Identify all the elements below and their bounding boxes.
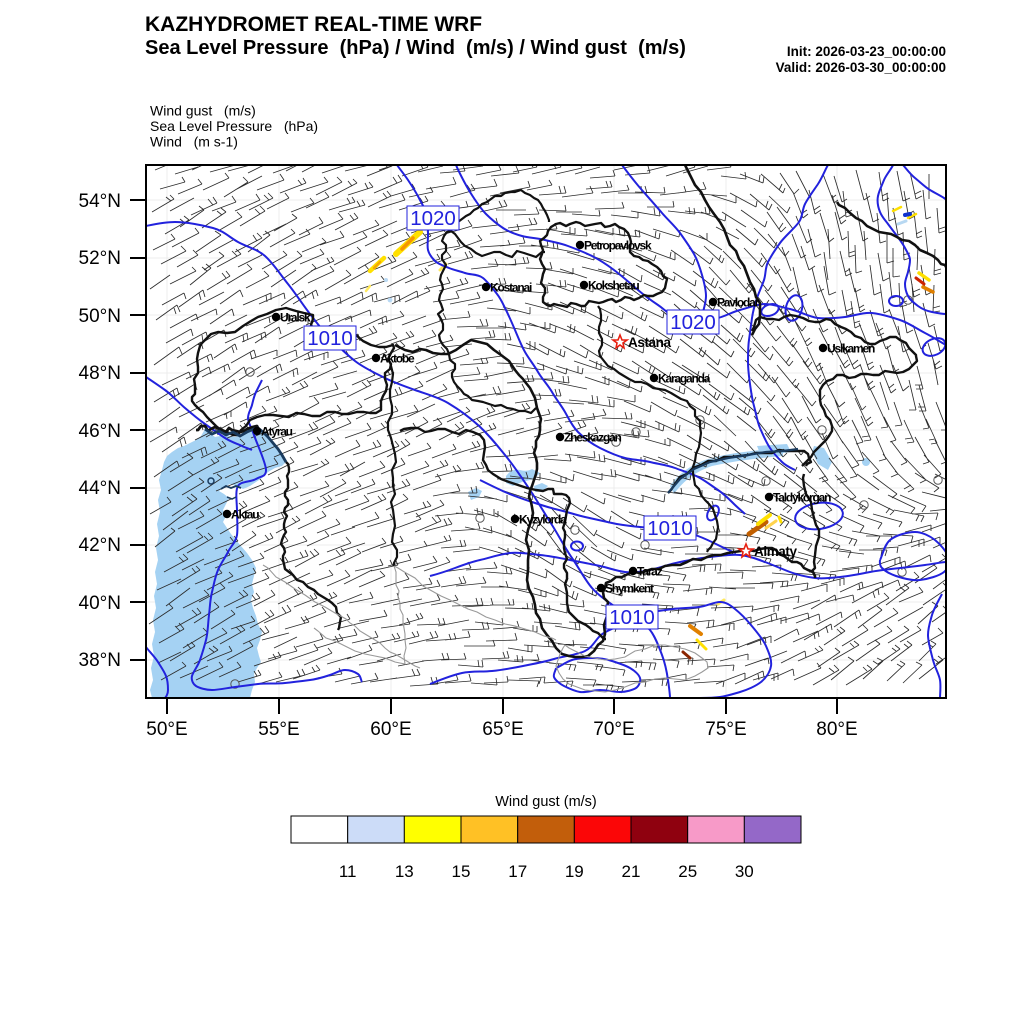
svg-text:KAZHYDROMET REAL-TIME WRF: KAZHYDROMET REAL-TIME WRF bbox=[145, 13, 482, 36]
svg-text:Pavlodar: Pavlodar bbox=[717, 296, 760, 310]
svg-text:Uslkamen: Uslkamen bbox=[827, 342, 875, 356]
svg-text:19: 19 bbox=[565, 862, 584, 881]
svg-text:Wind (m s-1): Wind (m s-1) bbox=[150, 134, 238, 150]
svg-text:52°N: 52°N bbox=[79, 248, 121, 269]
svg-text:Atyrau: Atyrau bbox=[261, 425, 293, 439]
svg-text:1010: 1010 bbox=[609, 606, 655, 629]
svg-text:48°N: 48°N bbox=[79, 363, 121, 384]
svg-text:Sea Level Pressure (hPa): Sea Level Pressure (hPa) bbox=[150, 118, 318, 134]
svg-text:54°N: 54°N bbox=[79, 191, 121, 212]
svg-text:Taldykorgan: Taldykorgan bbox=[773, 491, 831, 505]
svg-text:60°E: 60°E bbox=[370, 719, 411, 740]
svg-text:Astana: Astana bbox=[628, 335, 672, 350]
svg-text:Wind gust (m/s): Wind gust (m/s) bbox=[495, 794, 597, 810]
svg-text:1020: 1020 bbox=[410, 207, 456, 230]
svg-text:Aktau: Aktau bbox=[231, 508, 259, 522]
svg-text:44°N: 44°N bbox=[79, 478, 121, 499]
svg-text:70°E: 70°E bbox=[593, 719, 634, 740]
svg-text:1020: 1020 bbox=[670, 311, 716, 334]
svg-text:Sea Level Pressure (hPa) / Wi: Sea Level Pressure (hPa) / Wind (m/s) / … bbox=[145, 37, 686, 59]
svg-text:Init: 2026-03-23_00:00:00: Init: 2026-03-23_00:00:00 bbox=[787, 44, 946, 59]
svg-text:25: 25 bbox=[678, 862, 697, 881]
svg-text:Kokshetau: Kokshetau bbox=[588, 279, 639, 293]
svg-text:Wind gust (m/s): Wind gust (m/s) bbox=[150, 103, 256, 119]
svg-text:1010: 1010 bbox=[307, 327, 353, 350]
svg-text:Uralsk: Uralsk bbox=[280, 311, 311, 325]
svg-text:30: 30 bbox=[735, 862, 754, 881]
svg-text:50°E: 50°E bbox=[146, 719, 187, 740]
svg-text:Kyzylorda: Kyzylorda bbox=[519, 513, 567, 527]
svg-text:17: 17 bbox=[508, 862, 527, 881]
svg-text:Zheskazgan: Zheskazgan bbox=[564, 431, 622, 445]
svg-text:80°E: 80°E bbox=[816, 719, 857, 740]
svg-text:15: 15 bbox=[452, 862, 471, 881]
svg-text:46°N: 46°N bbox=[79, 421, 121, 442]
svg-text:Petropavlovsk: Petropavlovsk bbox=[584, 239, 652, 253]
svg-text:Taraz: Taraz bbox=[637, 565, 663, 579]
svg-text:Karaganda: Karaganda bbox=[658, 372, 711, 386]
svg-text:40°N: 40°N bbox=[79, 593, 121, 614]
svg-text:13: 13 bbox=[395, 862, 414, 881]
svg-text:Almaty: Almaty bbox=[754, 544, 798, 559]
svg-text:Aktobe: Aktobe bbox=[380, 352, 415, 366]
svg-text:38°N: 38°N bbox=[79, 650, 121, 671]
svg-text:1010: 1010 bbox=[647, 517, 693, 540]
svg-text:Kostanai: Kostanai bbox=[490, 281, 532, 295]
svg-text:75°E: 75°E bbox=[705, 719, 746, 740]
svg-text:42°N: 42°N bbox=[79, 535, 121, 556]
svg-text:Valid: 2026-03-30_00:00:00: Valid: 2026-03-30_00:00:00 bbox=[776, 60, 946, 75]
svg-text:11: 11 bbox=[339, 862, 357, 881]
svg-text:21: 21 bbox=[622, 862, 641, 881]
svg-text:65°E: 65°E bbox=[482, 719, 523, 740]
svg-text:50°N: 50°N bbox=[79, 306, 121, 327]
svg-text:55°E: 55°E bbox=[258, 719, 299, 740]
svg-text:Shymkent: Shymkent bbox=[605, 582, 654, 596]
